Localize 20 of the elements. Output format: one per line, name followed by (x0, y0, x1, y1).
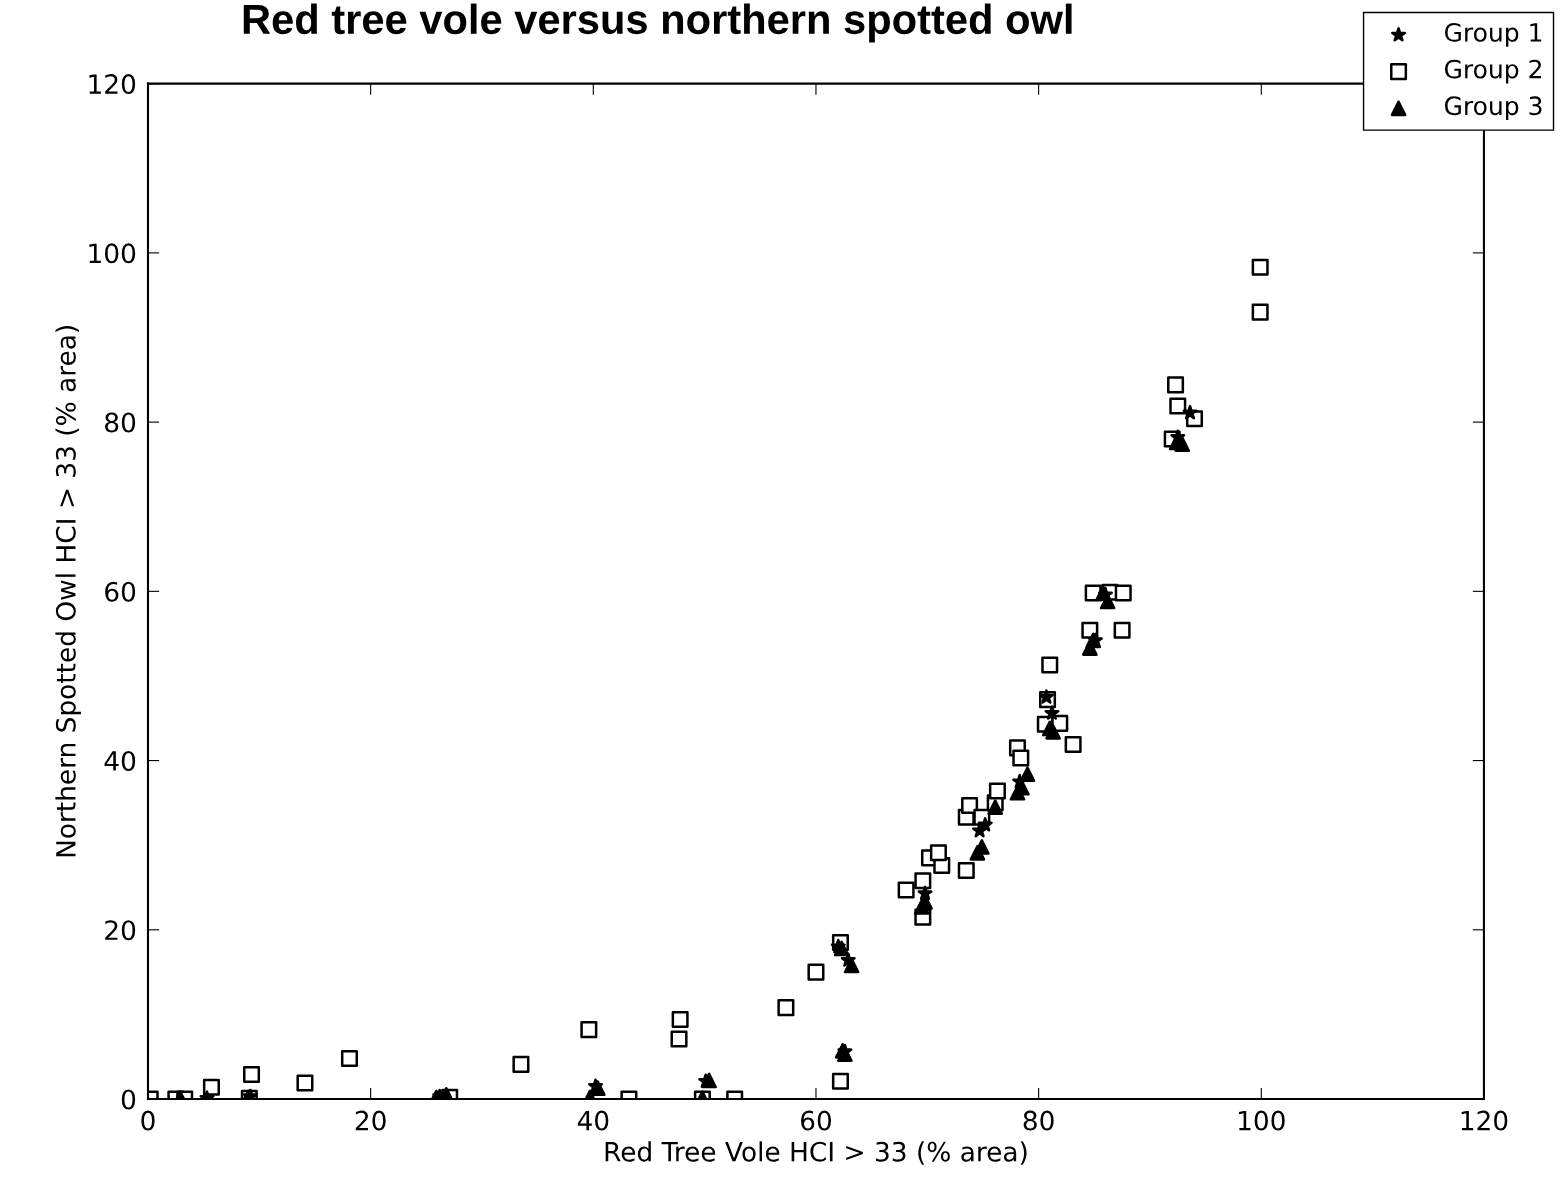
x-tick-label: 0 (141, 1110, 155, 1131)
y-tick-label: 80 (105, 412, 136, 433)
y-tick-label: 120 (89, 74, 136, 95)
x-tick-label: 20 (355, 1110, 386, 1131)
y-tick-label: 20 (105, 920, 136, 941)
y-tick-label: 40 (104, 751, 136, 771)
chart-title: Red tree vole versus northern spotted owl (243, 3, 1072, 43)
y-axis-title: Northern Spotted Owl HCI > 33 (% area) (55, 326, 81, 857)
legend-label: Group 1 (1444, 22, 1542, 47)
x-tick-label: 100 (1239, 1110, 1285, 1131)
y-tick-label: 100 (89, 243, 136, 264)
x-tick-label: 60 (801, 1110, 831, 1131)
x-tick-label: 80 (1023, 1110, 1054, 1131)
x-tick-label: 40 (577, 1110, 609, 1131)
legend-label: Group 2 (1444, 59, 1541, 84)
y-tick-label: 0 (121, 1089, 136, 1110)
y-tick-label: 60 (105, 581, 136, 602)
legend-label: Group 3 (1444, 96, 1542, 121)
x-tick-label: 120 (1461, 1110, 1508, 1131)
x-axis-title: Red Tree Vole HCI > 33 (% area) (605, 1141, 1027, 1165)
